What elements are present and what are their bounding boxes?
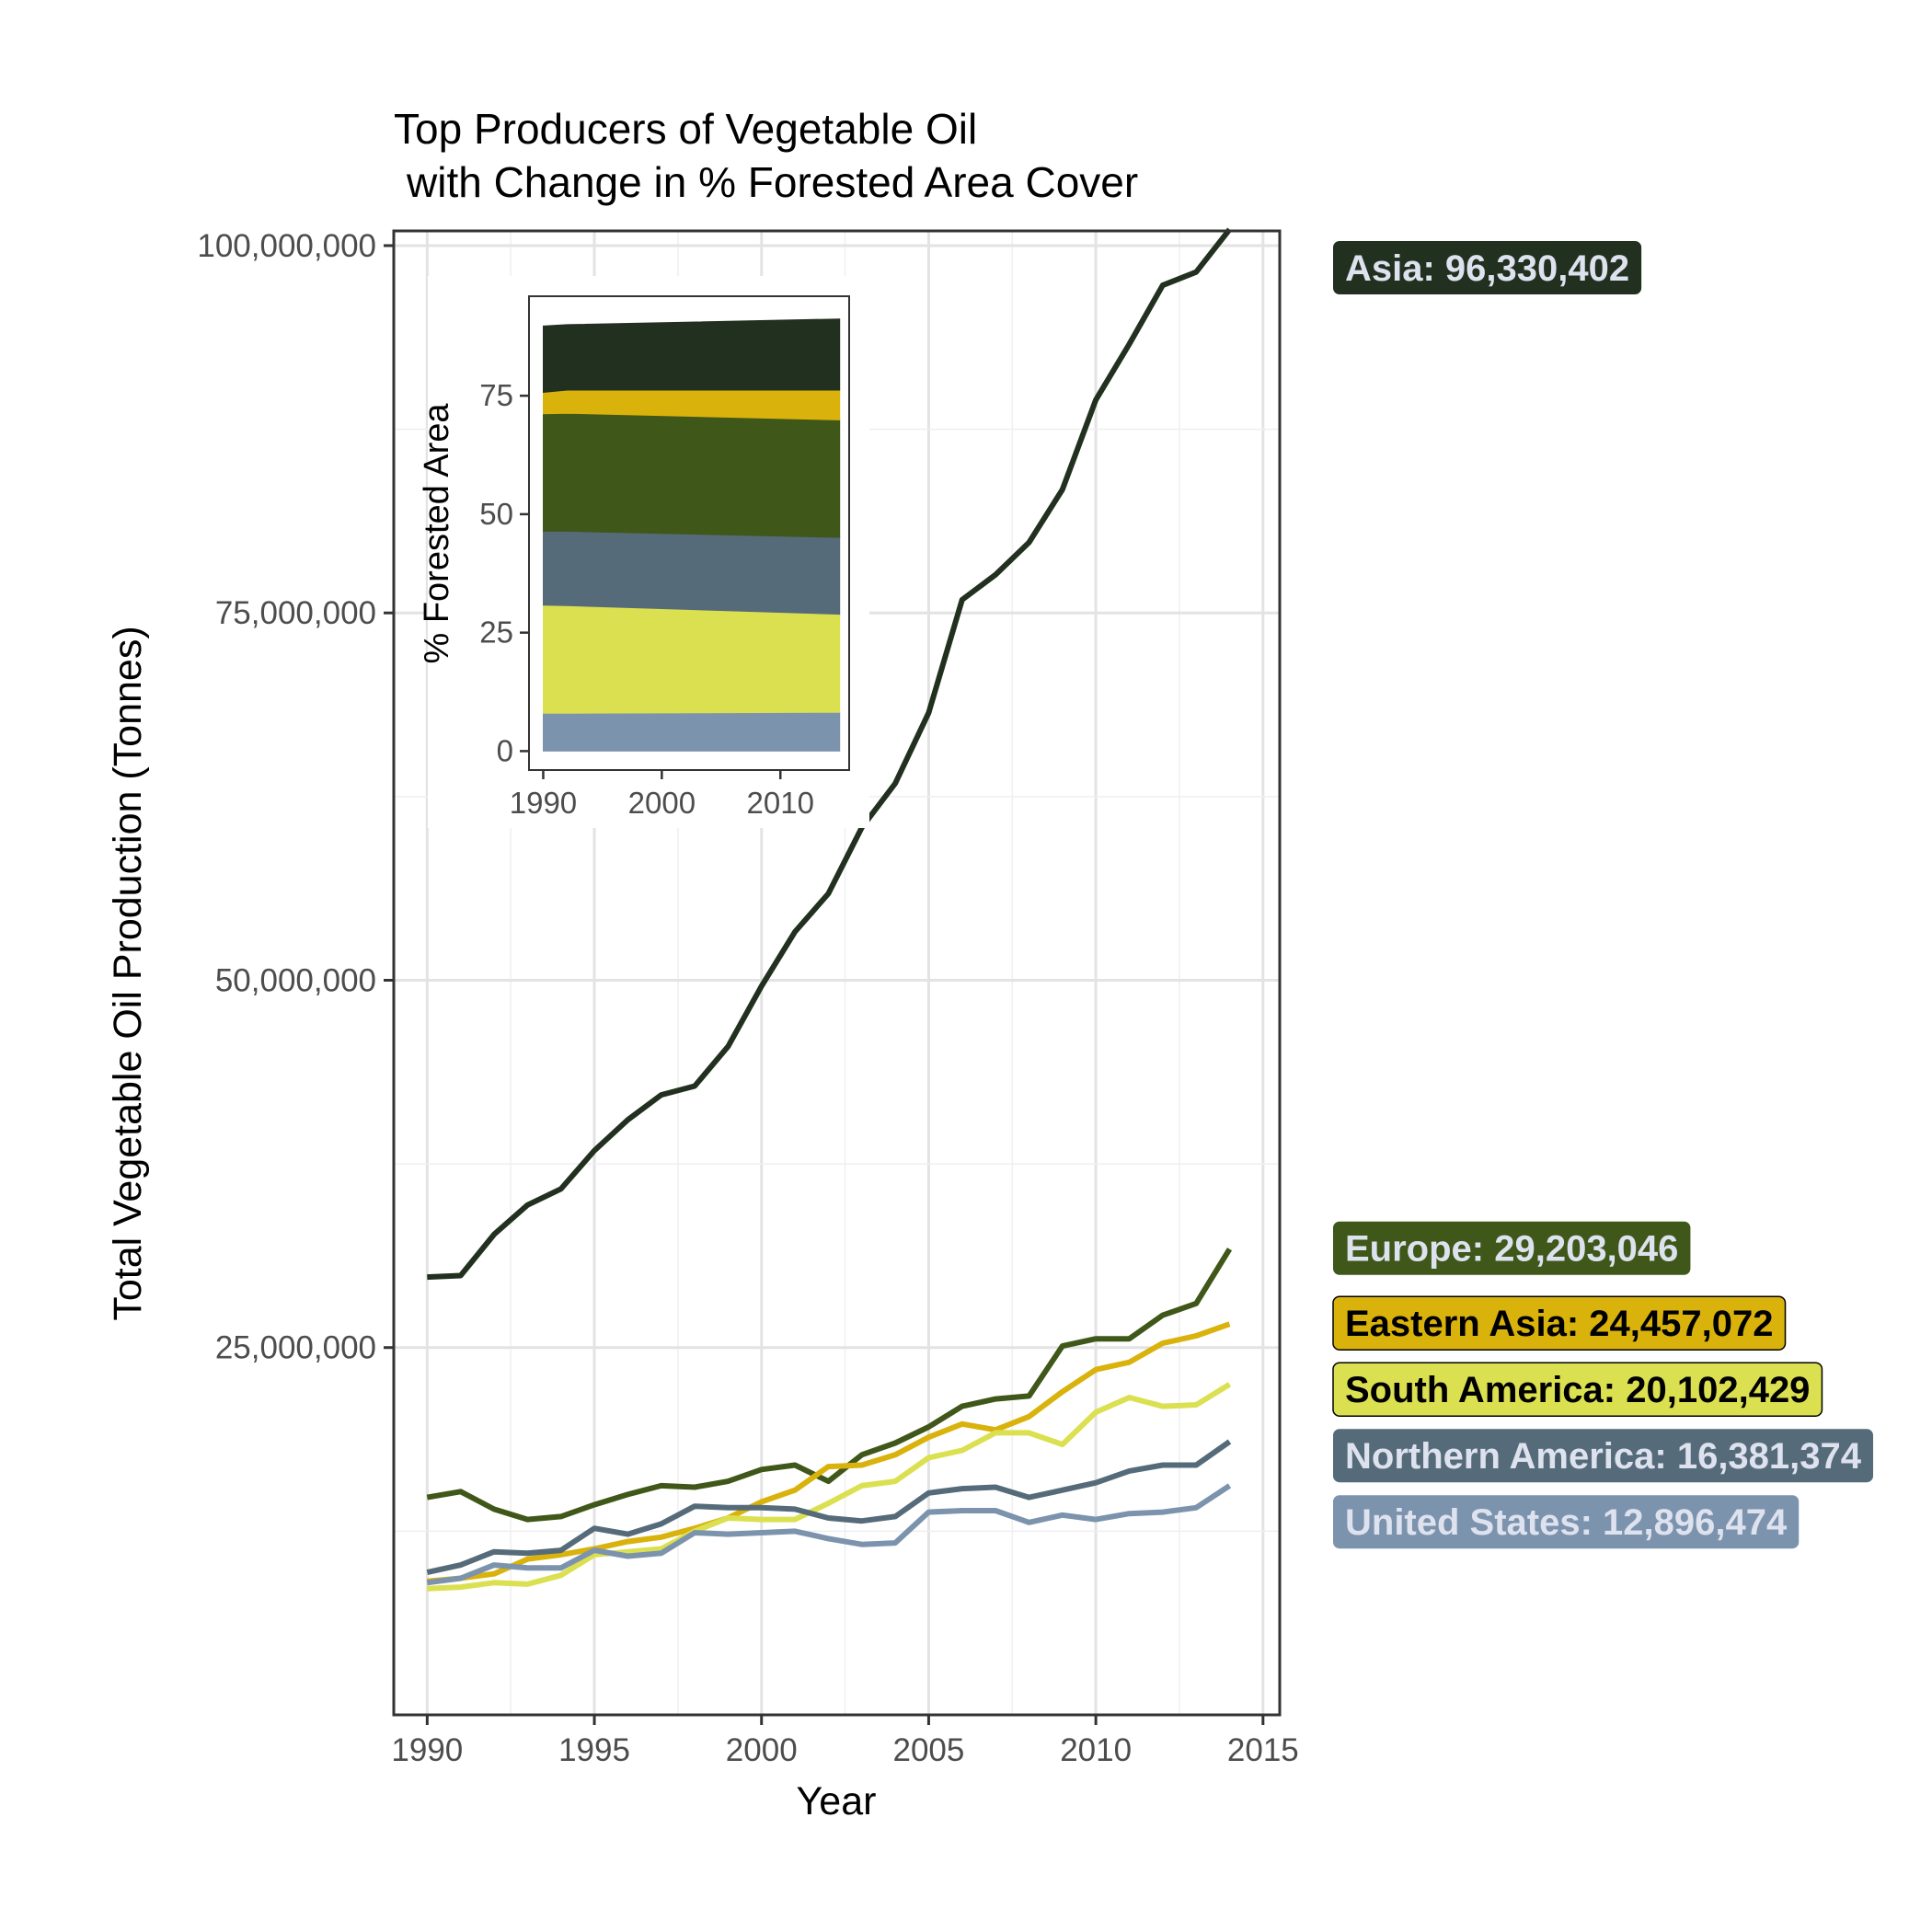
- inset-panel-border: [528, 295, 850, 771]
- x-tick-label: 2015: [1227, 1732, 1299, 1768]
- y-axis-title: Total Vegetable Oil Production (Tonnes): [106, 626, 150, 1320]
- inset-y-axis-title: % Forested Area: [418, 403, 456, 664]
- y-tick-label: 75,000,000: [215, 595, 376, 631]
- chart-title-line-1: Top Producers of Vegetable Oil: [394, 105, 977, 153]
- series-line-europe: [426, 1248, 1233, 1523]
- inset-area-united-states: [543, 711, 841, 752]
- inset-area-stack: [543, 318, 841, 752]
- inset-area-northern-america: [543, 530, 841, 615]
- end-label-asia: Asia: 96,330,402: [1333, 241, 1642, 294]
- end-label-text: United States: 12,896,474: [1345, 1502, 1788, 1543]
- y-tick-label: 50,000,000: [215, 962, 376, 998]
- inset-area-asia: [543, 318, 841, 394]
- inset-y-tick-label: 50: [479, 497, 513, 531]
- end-label-box: [1333, 1429, 1874, 1483]
- end-label-box: [1332, 1362, 1823, 1417]
- y-tick-label: 100,000,000: [197, 228, 376, 264]
- series-line-eastern-asia: [427, 1321, 1231, 1584]
- series-line-united-states: [426, 1483, 1232, 1586]
- inset-area-europe: [543, 412, 841, 538]
- end-label-europe: Europe: 29,203,046: [1333, 1221, 1691, 1275]
- end-label-box: [1333, 1495, 1800, 1549]
- end-label-united-states: United States: 12,896,474: [1333, 1495, 1800, 1549]
- end-label-northern-america: Northern America: 16,381,374: [1333, 1429, 1874, 1483]
- inset-y-tick-label: 25: [479, 615, 513, 650]
- end-label-text: Eastern Asia: 24,457,072: [1345, 1304, 1774, 1344]
- end-label-box: [1333, 1221, 1691, 1275]
- inset-area-south-america: [543, 604, 841, 714]
- inset-y-tick-label: 75: [479, 378, 513, 412]
- inset-chart: 1990 2000 2010 0 25 50 75 % Forested Area: [418, 276, 869, 828]
- end-label-box: [1333, 241, 1642, 294]
- inset-y-tick-label: 0: [497, 733, 513, 767]
- end-label-text: Europe: 29,203,046: [1345, 1229, 1678, 1270]
- inset-axes: 1990 2000 2010 0 25 50 75: [479, 378, 814, 820]
- end-label-box: [1332, 1295, 1787, 1351]
- x-tick-label: 2005: [892, 1732, 964, 1768]
- end-label-text: Asia: 96,330,402: [1345, 248, 1629, 289]
- series-line-northern-america: [426, 1439, 1232, 1576]
- inset-x-tick-label: 1990: [510, 786, 577, 820]
- end-label-text: Northern America: 16,381,374: [1345, 1436, 1862, 1477]
- chart-title-line-2: with Change in % Forested Area Cover: [406, 158, 1138, 206]
- y-tick-label: 25,000,000: [215, 1330, 376, 1366]
- main-series-lines: [426, 227, 1233, 1592]
- end-label-south-america: South America: 20,102,429: [1332, 1362, 1823, 1417]
- x-tick-label: 1990: [391, 1732, 463, 1768]
- main-panel-border: [392, 229, 1282, 1717]
- x-axis-title: Year: [797, 1779, 877, 1823]
- x-tick-label: 1995: [558, 1732, 630, 1768]
- end-label-text: South America: 20,102,429: [1345, 1370, 1810, 1410]
- x-tick-label: 2010: [1060, 1732, 1132, 1768]
- series-line-asia: [427, 227, 1232, 1281]
- inset-x-tick-label: 2010: [747, 786, 814, 820]
- series-end-labels: Asia: 96,330,402 Europe: 29,203,046 Easter…: [1332, 241, 1874, 1549]
- main-axes: 1990 1995 2000 2005 2010 2015 25,000,000 50,000…: [197, 228, 1298, 1768]
- inset-x-tick-label: 2000: [628, 786, 696, 820]
- end-label-eastern-asia: Eastern Asia: 24,457,072: [1332, 1295, 1787, 1351]
- x-tick-label: 2000: [726, 1732, 798, 1768]
- series-line-south-america: [427, 1382, 1232, 1592]
